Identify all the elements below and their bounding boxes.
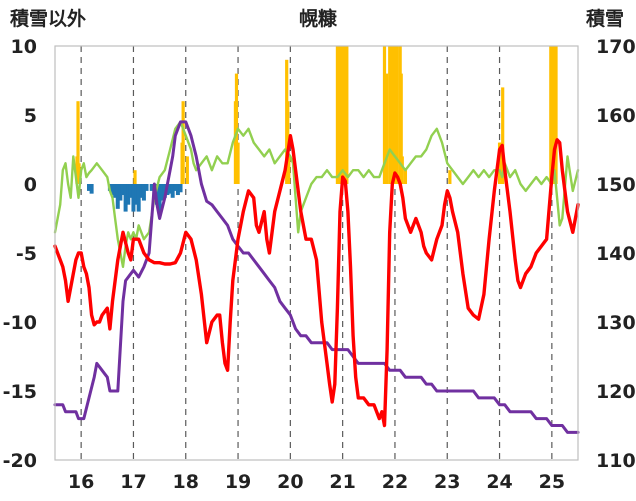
precip-bar [77,163,81,184]
snow-depth-line [53,120,580,434]
x-tick-label: 24 [486,471,512,493]
precip-neg-bar [110,184,115,196]
precip-bar [498,142,503,184]
temperature-line [53,133,580,428]
right-tick-label: 130 [596,312,636,334]
right-tick-label: 170 [596,36,636,58]
series-lines [53,120,580,434]
precip-neg-bar [160,184,165,201]
precip-neg-bar [149,184,154,191]
precip-neg-bar [139,184,144,198]
x-tick-label: 22 [382,471,408,493]
x-axis-ticks: 16 17 18 19 20 21 22 23 24 25 [68,471,565,493]
precip-bar [384,73,389,184]
left-axis-title: 積雪以外 [10,7,86,30]
precip-bar [185,156,189,184]
precip-neg-bar [131,184,136,212]
right-tick-label: 160 [596,105,636,127]
precip-neg-bar [115,184,120,209]
x-tick-label: 17 [120,471,146,493]
x-tick-label: 18 [173,471,199,493]
x-tick-label: 21 [329,471,355,493]
precip-bar [287,156,291,184]
precip-neg-bar [173,184,178,191]
precip-bar [448,170,452,184]
precip-bar [181,101,185,184]
precip-bar [133,170,137,184]
precip-neg-bar [123,184,128,212]
precip-bar [400,156,404,184]
precip-neg-bar [134,184,139,205]
precip-bar [234,73,239,184]
precip-neg-bar [141,184,146,201]
left-tick-label: -10 [3,312,37,334]
right-axis-ticks: 110 120 130 140 150 160 170 [596,36,636,472]
right-tick-label: 140 [596,243,636,265]
precip-neg-bar [126,184,131,205]
left-tick-label: 0 [24,174,37,196]
precip-bar [554,46,558,184]
right-axis-title: 積雪 [586,7,624,30]
precip-neg-bar [170,184,175,198]
precip-bar [389,46,393,184]
precip-bar [395,46,399,184]
left-tick-label: -20 [3,450,37,472]
precip-neg-bar [168,184,173,194]
precip-neg-bar [136,184,141,212]
precip-neg-bar [157,184,162,212]
precip-bar [236,142,240,184]
left-tick-label: -15 [3,381,37,403]
x-tick-label: 23 [434,471,460,493]
left-tick-label: -5 [16,243,37,265]
x-tick-label: 25 [539,471,565,493]
precip-bar [403,170,408,184]
precip-bar [345,46,349,184]
precip-neg-bar [175,184,180,196]
right-tick-label: 110 [596,450,636,472]
left-tick-label: 5 [24,105,37,127]
precip-neg-bar [178,184,183,193]
precip-bar [76,101,80,184]
precip-neg-bar [120,184,125,196]
x-tick-label: 19 [225,471,251,493]
precip-bar [382,46,387,184]
plot-frame [54,45,579,461]
precip-neg-bar [89,184,94,194]
precip-neg-bar [144,184,149,191]
left-tick-label: 10 [11,36,37,58]
precip-neg-bar [86,184,91,191]
x-tick-label: 20 [277,471,303,493]
precip-bar [501,87,505,184]
precip-bars [75,46,558,184]
precip-bar [399,73,403,184]
left-axis-ticks: -20 -15 -10 -5 0 5 10 [3,36,37,472]
right-tick-label: 120 [596,381,636,403]
precip-neg-bar [113,184,118,198]
precip-neg-bar [128,184,133,198]
right-tick-label: 150 [596,174,636,196]
precip-neg-bar [118,184,123,201]
chart-title: 幌糠 [299,7,338,30]
x-tick-label: 16 [68,471,94,493]
